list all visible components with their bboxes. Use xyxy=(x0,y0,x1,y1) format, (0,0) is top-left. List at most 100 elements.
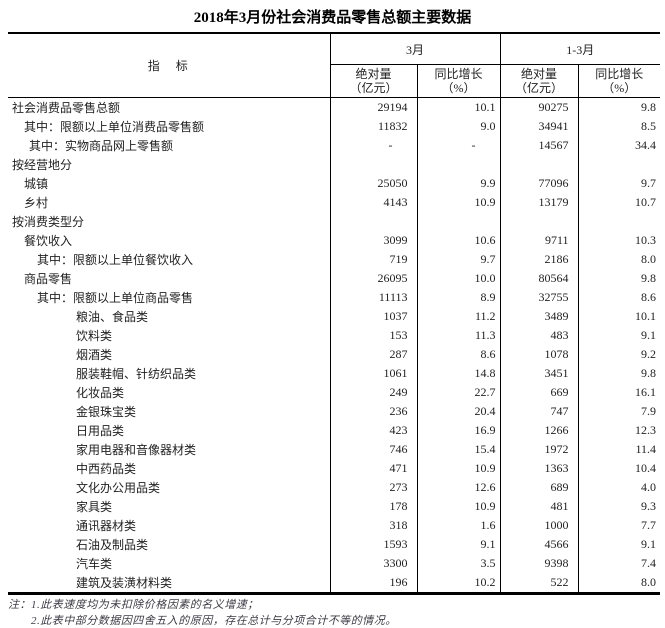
cell-march-yoy: 10.9 xyxy=(417,459,501,478)
cell-march-yoy xyxy=(417,155,501,174)
cell-jan-mar-absolute: 9711 xyxy=(500,231,579,250)
cell-jan-mar-yoy: 7.4 xyxy=(641,556,657,570)
header-march-absolute: 绝对量 （亿元） xyxy=(330,64,418,98)
cell-jan-mar-yoy: 10.7 xyxy=(635,195,657,209)
header-group-jan-mar: 1-3月 xyxy=(500,33,661,65)
cell-march-yoy: 9.1 xyxy=(417,535,501,554)
cell-jan-mar-yoy xyxy=(578,212,660,231)
table-body: 社会消费品零售总额 29194 10.1 90275 9.8 其中：限额以上单位消费品零售… xyxy=(8,97,660,594)
cell-jan-mar-absolute: 483 xyxy=(500,326,579,345)
table-row: 乡村 4143 10.9 13179 10.7 xyxy=(8,193,660,212)
cell-jan-mar-yoy: 11.4 xyxy=(635,442,657,456)
cell-march-absolute: 178 xyxy=(330,497,418,516)
row-label: 通讯器材类 xyxy=(8,516,331,535)
cell-march-absolute: 318 xyxy=(330,516,418,535)
cell-jan-mar-yoy: 10.3 xyxy=(635,233,657,247)
cell-march-absolute: 746 xyxy=(330,440,418,459)
cell-jan-mar-yoy: 34.4 xyxy=(635,138,657,152)
cell-march-absolute: 1037 xyxy=(330,307,418,326)
cell-march-yoy: 10.0 xyxy=(417,269,501,288)
note-item: 1.此表速度均为未扣除价格因素的名义增速； xyxy=(31,599,259,611)
cell-march-yoy: 11.2 xyxy=(417,307,501,326)
cell-jan-mar-yoy: 9.8 xyxy=(641,100,657,114)
cell-jan-mar-absolute: 3489 xyxy=(500,307,579,326)
cell-march-absolute xyxy=(330,212,418,231)
cell-march-absolute: 153 xyxy=(330,326,418,345)
cell-jan-mar-yoy: 7.7 xyxy=(641,518,657,532)
cell-jan-mar-absolute: 3451 xyxy=(500,364,579,383)
header-march-yoy: 同比增长 （%） xyxy=(417,64,501,98)
absolute-label-line1: 绝对量 xyxy=(355,67,392,81)
retail-sales-table: 指 标 3月 1-3月 绝对量 （亿元） 同比增长 （%） 绝对量 （亿元） xyxy=(8,32,661,595)
row-label: 乡村 xyxy=(8,193,331,212)
row-label: 餐饮收入 xyxy=(8,231,331,250)
cell-jan-mar-yoy: 9.2 xyxy=(641,347,657,361)
note-item: 2.此表中部分数据因四舍五入的原因，存在总计与分项合计不等的情况。 xyxy=(31,614,397,627)
row-label: 饮料类 xyxy=(8,326,331,345)
cell-jan-mar-yoy: 10.1 xyxy=(635,309,657,323)
cell-jan-mar-absolute: 13179 xyxy=(500,193,579,212)
table-row: 社会消费品零售总额 29194 10.1 90275 9.8 xyxy=(8,97,660,117)
table-row: 饮料类 153 11.3 483 9.1 xyxy=(8,326,660,345)
table-row: 按消费类型分 xyxy=(8,212,660,231)
cell-jan-mar-absolute: 747 xyxy=(500,402,579,421)
absolute-label-line2: （亿元） xyxy=(349,81,398,95)
cell-march-absolute: 719 xyxy=(330,250,418,269)
cell-jan-mar-yoy: 9.1 xyxy=(641,328,657,342)
cell-jan-mar-yoy: 4.0 xyxy=(641,480,657,494)
header-sub-row: 绝对量 （亿元） 同比增长 （%） 绝对量 （亿元） 同比增长 （%） xyxy=(8,64,660,98)
cell-jan-mar-yoy: 9.1 xyxy=(641,537,657,551)
cell-jan-mar-absolute: 90275 xyxy=(500,97,579,117)
cell-march-yoy: 1.6 xyxy=(417,516,501,535)
row-label: 家用电器和音像器材类 xyxy=(8,440,331,459)
cell-march-absolute: 3300 xyxy=(330,554,418,573)
row-label: 日用品类 xyxy=(8,421,331,440)
cell-march-absolute: 3099 xyxy=(330,231,418,250)
row-label: 粮油、食品类 xyxy=(8,307,331,326)
header-jan-mar-absolute: 绝对量 （亿元） xyxy=(500,64,579,98)
row-label: 其中：实物商品网上零售额 xyxy=(8,136,331,155)
cell-jan-mar-yoy: 16.1 xyxy=(635,385,657,399)
cell-march-absolute: 471 xyxy=(330,459,418,478)
footnotes: 注： 1.此表速度均为未扣除价格因素的名义增速； 2.此表中部分数据因四舍五入的原… xyxy=(8,598,665,628)
cell-jan-mar-absolute: 1000 xyxy=(500,516,579,535)
table-row: 家用电器和音像器材类 746 15.4 1972 11.4 xyxy=(8,440,660,459)
table-row: 化妆品类 249 22.7 669 16.1 xyxy=(8,383,660,402)
yoy-label-line1: 同比增长 xyxy=(434,67,483,81)
row-label: 按经营地分 xyxy=(8,155,331,174)
cell-jan-mar-yoy: 8.0 xyxy=(641,252,657,266)
cell-march-absolute: 273 xyxy=(330,478,418,497)
cell-jan-mar-yoy: 8.6 xyxy=(641,290,657,304)
cell-march-yoy: 8.6 xyxy=(417,345,501,364)
cell-jan-mar-yoy: 9.8 xyxy=(641,366,657,380)
cell-march-yoy: 15.4 xyxy=(417,440,501,459)
table-row: 日用品类 423 16.9 1266 12.3 xyxy=(8,421,660,440)
cell-jan-mar-absolute: 669 xyxy=(500,383,579,402)
table-row: 粮油、食品类 1037 11.2 3489 10.1 xyxy=(8,307,660,326)
header-jan-mar-yoy: 同比增长 （%） xyxy=(578,65,660,98)
cell-jan-mar-absolute: 80564 xyxy=(500,269,579,288)
table-row: 按经营地分 xyxy=(8,155,660,174)
cell-jan-mar-absolute: 1972 xyxy=(500,440,579,459)
cell-jan-mar-yoy: 9.8 xyxy=(641,271,657,285)
cell-march-yoy: 9.9 xyxy=(417,174,501,193)
cell-march-absolute: 4143 xyxy=(330,193,418,212)
cell-march-yoy: 14.8 xyxy=(417,364,501,383)
table-row: 金银珠宝类 236 20.4 747 7.9 xyxy=(8,402,660,421)
yoy-label-line1: 同比增长 xyxy=(595,67,644,81)
cell-march-absolute: 1061 xyxy=(330,364,418,383)
row-label: 汽车类 xyxy=(8,554,331,573)
table-row: 服装鞋帽、针纺织品类 1061 14.8 3451 9.8 xyxy=(8,364,660,383)
cell-march-yoy: 11.3 xyxy=(417,326,501,345)
cell-march-yoy xyxy=(417,212,501,231)
cell-march-yoy: 12.6 xyxy=(417,478,501,497)
yoy-label-line2: （%） xyxy=(602,81,637,95)
header-group-march: 3月 xyxy=(330,33,501,65)
footnote-prefix: 注： xyxy=(8,599,31,611)
cell-jan-mar-absolute: 4566 xyxy=(500,535,579,554)
cell-jan-mar-yoy: 7.9 xyxy=(641,404,657,418)
row-label: 商品零售 xyxy=(8,269,331,288)
cell-march-absolute: 25050 xyxy=(330,174,418,193)
row-label: 其中：限额以上单位消费品零售额 xyxy=(8,117,331,136)
cell-march-absolute: 26095 xyxy=(330,269,418,288)
